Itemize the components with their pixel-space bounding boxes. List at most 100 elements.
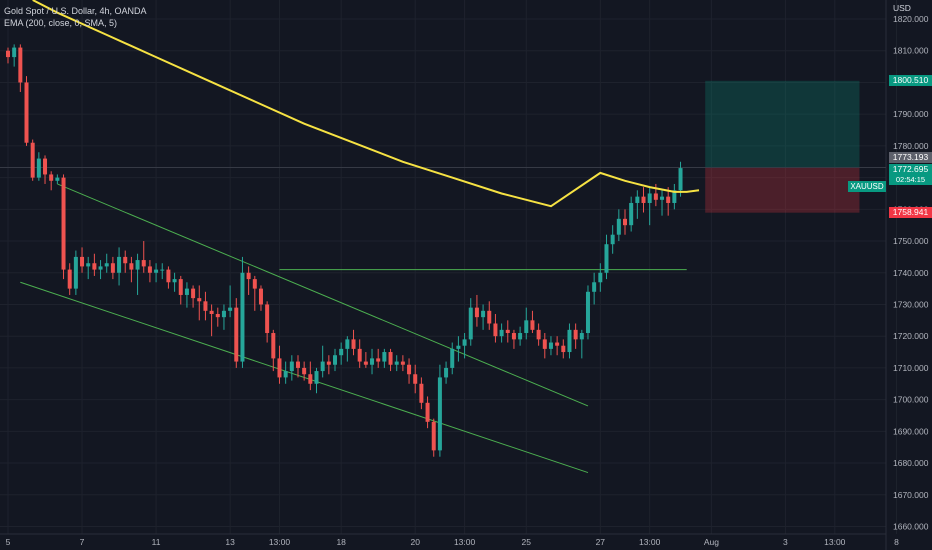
x-tick-label: 18 [336, 537, 346, 547]
candle-body [585, 291, 590, 334]
candle-body [561, 345, 566, 353]
candle-body [234, 307, 239, 362]
candle-body [518, 333, 523, 340]
candle-body [24, 82, 29, 143]
y-tick-label: 1750.000 [893, 236, 929, 246]
candle-body [394, 361, 399, 365]
stop-price-label: 1758.941 [889, 207, 932, 219]
candle-body [351, 339, 356, 349]
candle-body [653, 193, 658, 200]
candle-body [388, 352, 393, 365]
y-tick-label: 1690.000 [893, 426, 929, 436]
candle-body [635, 196, 640, 203]
candle-body [666, 196, 671, 203]
candle-body [363, 361, 368, 365]
x-tick-label: 25 [522, 537, 532, 547]
last-price-label: 1772.695 [889, 163, 932, 175]
candle-body [117, 256, 122, 273]
candle-body [295, 361, 300, 368]
x-tick-label: 13 [225, 537, 235, 547]
candle-body [221, 310, 226, 318]
y-tick-label: 1680.000 [893, 458, 929, 468]
candle-body [431, 421, 436, 451]
candle-body [55, 177, 60, 181]
candle-body [12, 47, 17, 58]
x-tick-label: 5 [6, 537, 11, 547]
y-tick-label: 1810.000 [893, 46, 929, 56]
candle-body [660, 196, 665, 200]
candle-body [456, 345, 461, 349]
y-tick-label: 1780.000 [893, 141, 929, 151]
chart-title: Gold Spot / U.S. Dollar, 4h, OANDA [4, 6, 147, 16]
candle-body [524, 320, 529, 334]
candle-body [86, 263, 91, 267]
candle-body [184, 288, 189, 295]
candle-body [30, 142, 35, 178]
candle-body [228, 307, 233, 311]
candle-body [468, 307, 473, 340]
candle-body [357, 348, 362, 362]
candle-body [376, 358, 381, 362]
candle-body [6, 50, 10, 58]
candle-body [339, 348, 344, 356]
candle-body [178, 279, 183, 295]
candle-body [678, 168, 683, 191]
candle-body [110, 263, 115, 273]
candle-body [641, 196, 646, 203]
candle-body [474, 307, 479, 318]
candle-body [135, 260, 140, 270]
candle-body [308, 374, 313, 384]
x-tick-label: Aug [704, 537, 719, 547]
y-tick-label: 1720.000 [893, 331, 929, 341]
candle-body [499, 329, 504, 337]
candle-body [252, 279, 257, 289]
candle-body [258, 288, 263, 305]
candle-body [314, 371, 319, 384]
candle-body [555, 342, 560, 346]
candle-body [542, 339, 547, 349]
candle-body [154, 269, 159, 273]
candle-body [302, 367, 307, 375]
target-price-label: 1800.510 [889, 75, 932, 87]
candle-body [450, 348, 455, 368]
y-tick-label: 1700.000 [893, 395, 929, 405]
candle-body [18, 47, 23, 83]
currency-label: USD [893, 3, 911, 13]
candle-body [333, 355, 338, 365]
candle-body [647, 193, 652, 203]
y-tick-label: 1660.000 [893, 521, 929, 531]
candle-body [98, 266, 103, 270]
candle-body [672, 190, 677, 203]
symbol-label: XAUUSD [848, 181, 886, 192]
y-tick-label: 1820.000 [893, 14, 929, 24]
candle-body [481, 310, 486, 318]
x-tick-label: 27 [596, 537, 606, 547]
ema-line [32, 0, 700, 208]
candle-body [370, 358, 375, 365]
candle-body [536, 329, 541, 340]
x-tick-label: 11 [152, 537, 161, 547]
candle-body [43, 158, 48, 175]
candle-body [462, 339, 467, 346]
candle-body [215, 313, 220, 318]
candle-body [548, 342, 553, 349]
y-tick-label: 1740.000 [893, 268, 929, 278]
candle-body [598, 272, 603, 283]
countdown-label: 02:54:15 [889, 173, 932, 185]
y-tick-label: 1730.000 [893, 299, 929, 309]
candle-body [326, 361, 331, 365]
profit-zone [705, 80, 860, 168]
candle-body [61, 177, 66, 270]
candle-body [382, 352, 387, 362]
candle-body [104, 263, 109, 267]
candle-body [129, 263, 134, 270]
candle-body [265, 304, 270, 334]
candle-body [197, 298, 202, 302]
x-tick-label: 7 [80, 537, 85, 547]
candle-body [592, 282, 597, 292]
candle-body [493, 323, 498, 337]
x-tick-label: 13:00 [824, 537, 846, 547]
candle-body [579, 333, 584, 340]
